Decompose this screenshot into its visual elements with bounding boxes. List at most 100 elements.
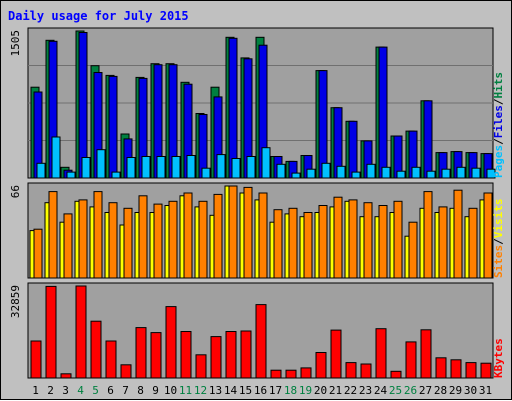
bar-sites-day-26 <box>408 221 418 279</box>
panel-bottom: 32859 <box>9 282 494 379</box>
legend-pages: Pages <box>492 145 505 178</box>
bar-sites-day-1 <box>33 228 43 279</box>
x-tick-label: 19 <box>299 384 312 397</box>
x-tick-label: 10 <box>164 384 177 397</box>
x-tick-label: 30 <box>464 384 477 397</box>
x-tick-label: 7 <box>122 384 129 397</box>
bar-sites-day-14 <box>228 185 238 279</box>
bar-pages-day-4 <box>81 157 91 179</box>
x-tick-label: 17 <box>269 384 282 397</box>
plot-layer: 1505 66 32859 <box>9 27 496 379</box>
x-tick-label: 13 <box>209 384 222 397</box>
bar-kbytes-day-25 <box>390 370 402 379</box>
bar-kbytes-day-27 <box>420 329 432 379</box>
legend-sites: Sites <box>492 245 505 278</box>
x-tick-label: 18 <box>284 384 297 397</box>
bar-sites-day-4 <box>78 199 88 279</box>
bar-pages-day-3 <box>66 171 76 179</box>
x-tick-label: 21 <box>329 384 342 397</box>
bar-pages-day-2 <box>51 136 61 179</box>
bar-kbytes-day-3 <box>60 373 72 379</box>
bar-kbytes-day-5 <box>90 320 102 379</box>
bar-kbytes-day-23 <box>360 363 372 379</box>
x-tick-label: 4 <box>77 384 84 397</box>
bar-kbytes-day-11 <box>180 331 192 379</box>
x-tick-label: 24 <box>374 384 388 397</box>
bar-pages-day-6 <box>111 171 121 179</box>
x-tick-label: 3 <box>62 384 69 397</box>
bar-kbytes-day-20 <box>315 352 327 379</box>
bar-sites-day-18 <box>288 207 298 279</box>
bar-sites-day-15 <box>243 186 253 279</box>
x-tick-label: 22 <box>344 384 357 397</box>
bar-pages-day-11 <box>186 155 196 179</box>
bar-sites-day-13 <box>213 193 223 279</box>
x-tick-label: 23 <box>359 384 372 397</box>
bar-sites-day-29 <box>453 189 463 279</box>
legend-sep3: / <box>492 238 505 245</box>
x-tick-label: 26 <box>404 384 417 397</box>
bar-pages-day-15 <box>246 156 256 179</box>
bar-pages-day-17 <box>276 163 286 179</box>
x-tick-label: 9 <box>152 384 159 397</box>
legend-kbytes: KBytes <box>492 338 505 378</box>
bar-pages-day-7 <box>126 157 136 179</box>
bar-sites-day-7 <box>123 207 133 279</box>
bar-pages-day-18 <box>291 172 301 179</box>
bar-sites-day-25 <box>393 200 403 279</box>
bar-sites-day-5 <box>93 191 103 279</box>
bar-kbytes-day-24 <box>375 328 387 379</box>
x-tick-label: 8 <box>137 384 144 397</box>
bar-pages-day-27 <box>426 170 436 179</box>
bar-kbytes-day-31 <box>480 362 492 379</box>
x-tick-label: 28 <box>434 384 447 397</box>
bar-kbytes-day-7 <box>120 364 132 379</box>
bar-pages-day-8 <box>141 156 151 179</box>
bar-kbytes-day-6 <box>105 340 117 379</box>
panel-top: 1505 <box>9 27 496 179</box>
bar-pages-day-26 <box>411 166 421 179</box>
bar-sites-day-20 <box>318 205 328 279</box>
bar-pages-day-10 <box>171 156 181 179</box>
bar-pages-day-31 <box>486 168 496 179</box>
bar-sites-day-21 <box>333 196 343 279</box>
bar-sites-day-8 <box>138 195 148 279</box>
bar-pages-day-12 <box>201 167 211 179</box>
x-tick-label: 2 <box>47 384 54 397</box>
legend-sep1: / <box>492 138 505 145</box>
x-tick-label: 6 <box>107 384 114 397</box>
y-max-label-middle: 66 <box>9 185 22 198</box>
bar-pages-day-21 <box>336 165 346 179</box>
y-max-label-bottom: 32859 <box>9 285 22 318</box>
bar-sites-day-28 <box>438 206 448 279</box>
bar-sites-day-12 <box>198 200 208 279</box>
bar-kbytes-day-17 <box>270 369 282 379</box>
bar-sites-day-22 <box>348 199 358 279</box>
bar-sites-day-11 <box>183 192 193 279</box>
bar-sites-day-23 <box>363 202 373 279</box>
bar-kbytes-day-12 <box>195 354 207 379</box>
bar-pages-day-20 <box>321 162 331 179</box>
bar-sites-day-2 <box>48 191 58 279</box>
y-max-label-top: 1505 <box>9 30 22 57</box>
bar-pages-day-29 <box>456 166 466 179</box>
panel-middle: 66 <box>9 182 494 279</box>
legend-sep2: / <box>492 98 505 105</box>
bar-files-day-14 <box>228 37 238 179</box>
x-tick-label: 5 <box>92 384 99 397</box>
bar-kbytes-day-19 <box>300 367 312 379</box>
x-tick-label: 27 <box>419 384 432 397</box>
x-tick-label: 12 <box>194 384 207 397</box>
bar-pages-day-25 <box>396 170 406 179</box>
bar-kbytes-day-21 <box>330 329 342 379</box>
bar-pages-day-30 <box>471 167 481 179</box>
bar-sites-day-16 <box>258 192 268 279</box>
legend-middle: Sites/Visits <box>492 199 505 279</box>
bar-files-day-27 <box>423 100 433 179</box>
bar-kbytes-day-22 <box>345 362 357 379</box>
bar-sites-day-9 <box>153 203 163 279</box>
bar-kbytes-day-10 <box>165 306 177 379</box>
bar-sites-day-27 <box>423 191 433 279</box>
